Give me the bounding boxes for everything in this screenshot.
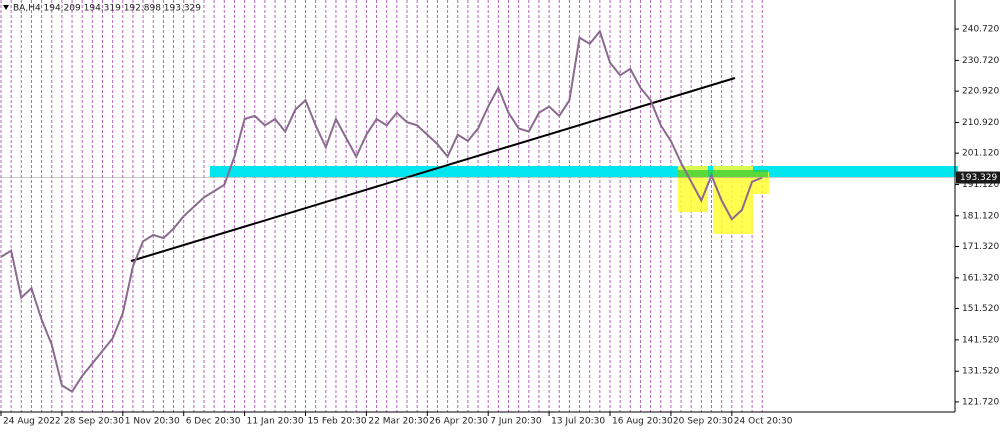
menu-arrow[interactable]: [3, 5, 9, 10]
price-marker-label: 193.329: [960, 173, 997, 183]
y-tick-label: 131.520: [962, 367, 999, 377]
x-tick-label: 1 Nov 20:30: [125, 417, 180, 427]
x-tick-label: 24 Oct 20:30: [734, 417, 793, 427]
y-tick-label: 121.720: [962, 397, 999, 407]
y-tick-label: 161.320: [962, 273, 999, 283]
highlight-box: [678, 170, 768, 177]
x-tick-label: 13 Jul 20:30: [551, 417, 605, 427]
x-tick-label: 22 Mar 20:30: [368, 417, 428, 427]
x-tick-label: 24 Aug 2022: [3, 417, 61, 427]
trend-line: [130, 77, 736, 262]
x-tick-label: 28 Sep 20:30: [64, 417, 124, 427]
x-tick-label: 11 Jan 20:30: [247, 417, 304, 427]
x-tick-label: 16 Aug 20:30: [612, 417, 673, 427]
y-tick-label: 191.120: [962, 180, 999, 190]
support-zone: [210, 166, 958, 177]
y-tick-label: 171.320: [962, 242, 999, 252]
y-tick-label: 151.520: [962, 304, 999, 314]
y-tick-label: 181.120: [962, 211, 999, 221]
y-tick-label: 220.920: [962, 87, 999, 97]
y-tick-label: 201.120: [962, 149, 999, 159]
x-tick-label: 15 Feb 20:30: [308, 417, 367, 427]
price-line: [0, 29, 763, 393]
x-tick-label: 20 Sep 20:30: [673, 417, 733, 427]
y-tick-label: 230.720: [962, 56, 999, 66]
chart-title: BA,H4 194.209 194.319 192.898 193.329: [13, 4, 201, 14]
y-tick-label: 141.520: [962, 335, 999, 345]
x-tick-label: 7 Jun 20:30: [490, 417, 542, 427]
x-tick-label: 6 Dec 20:30: [186, 417, 241, 427]
y-tick-label: 240.720: [962, 25, 999, 35]
x-tick-label: 26 Apr 20:30: [429, 417, 488, 427]
price-marker-box: [956, 171, 1000, 184]
y-tick-label: 210.920: [962, 118, 999, 128]
